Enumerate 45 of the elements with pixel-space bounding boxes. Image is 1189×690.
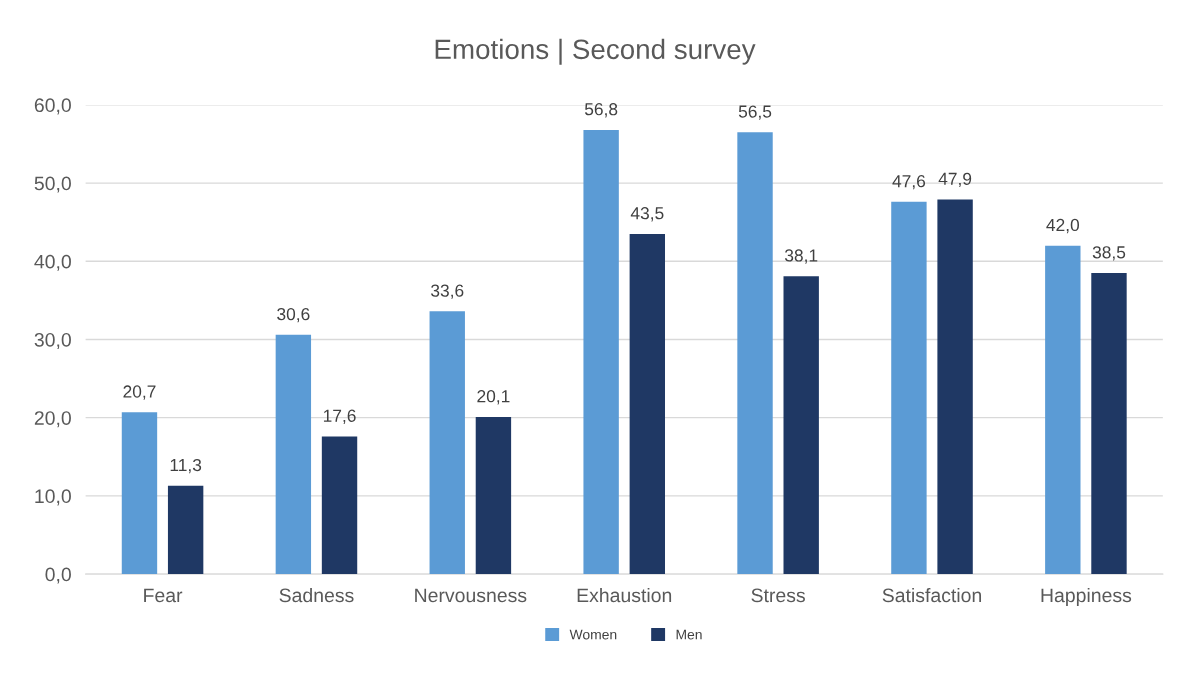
data-label: 20,1 — [477, 390, 510, 405]
data-label: 47,9 — [938, 172, 972, 188]
y-tick-label: 40,0 — [34, 254, 71, 271]
bar — [167, 485, 204, 575]
data-label: 42,0 — [1046, 218, 1080, 234]
data-label: 47,6 — [892, 175, 926, 190]
x-tick-label: Sadness — [279, 587, 354, 603]
y-tick-label: 30,0 — [34, 332, 71, 350]
y-tick-label: 50,0 — [34, 176, 71, 193]
bar — [937, 199, 973, 575]
bar — [737, 132, 773, 575]
x-tick-label: Fear — [144, 588, 183, 603]
y-tick-label: 10,0 — [35, 489, 71, 506]
x-tick-label: Nervousness — [415, 588, 527, 603]
data-label: 33,6 — [431, 284, 464, 299]
data-label: 56,8 — [584, 103, 618, 118]
data-label: 30,6 — [277, 307, 310, 323]
data-label: 38,1 — [784, 249, 818, 264]
bar — [1045, 245, 1081, 575]
bar — [321, 436, 358, 575]
data-label: 43,5 — [630, 207, 664, 222]
x-tick-label: Happiness — [1041, 587, 1132, 607]
data-label: 11,3 — [170, 458, 202, 474]
bar — [783, 276, 819, 575]
data-label: 17,6 — [323, 409, 356, 424]
bar — [475, 416, 512, 575]
x-tick-label: Stress — [751, 588, 805, 603]
bar — [429, 311, 465, 575]
bar — [629, 233, 666, 575]
y-tick-label: 0,0 — [45, 567, 71, 584]
bar — [891, 201, 927, 575]
data-label: 56,5 — [738, 105, 772, 120]
data-label: 20,7 — [123, 385, 156, 400]
legend-label: Women — [569, 629, 617, 640]
bar — [583, 129, 619, 575]
y-tick-label: 20,0 — [34, 411, 71, 428]
data-label: 38,5 — [1092, 246, 1126, 261]
bar — [121, 412, 158, 575]
y-tick-label: 60,0 — [34, 98, 71, 115]
legend-label: Men — [676, 629, 702, 640]
x-tick-label: Exhaustion — [577, 587, 672, 603]
bar — [275, 334, 312, 575]
chart-title: Emotions | Second survey — [435, 38, 756, 65]
bar — [1091, 273, 1127, 575]
x-tick-label: Satisfaction — [882, 587, 981, 603]
